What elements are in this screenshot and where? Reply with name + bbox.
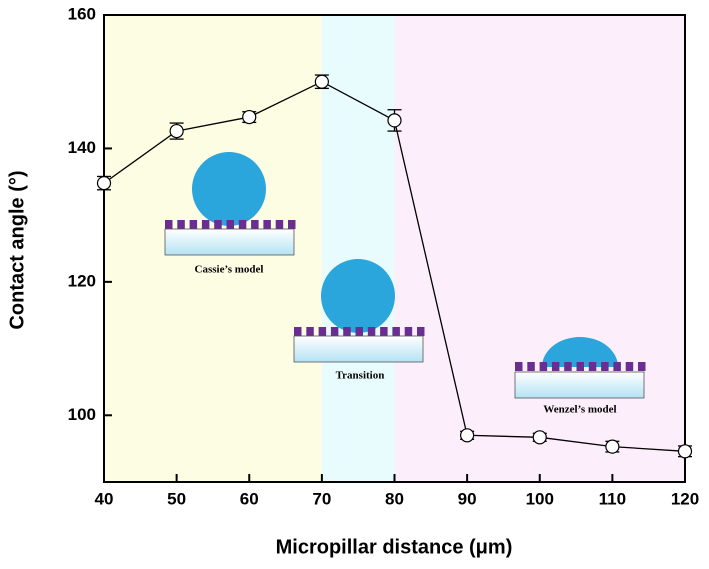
pillar <box>238 220 247 229</box>
pillar <box>380 327 388 336</box>
pillar <box>539 362 548 371</box>
pillar <box>189 220 198 229</box>
pillar <box>404 327 413 336</box>
pillar <box>392 327 400 336</box>
x-tick-label: 90 <box>458 489 477 508</box>
x-tick-label: 60 <box>240 489 259 508</box>
pillar <box>214 220 222 229</box>
pillar <box>251 220 259 229</box>
marker <box>387 113 402 128</box>
pillar <box>177 220 185 229</box>
pillar <box>288 220 296 229</box>
y-axis-title: Contact angle (°) <box>6 170 28 329</box>
marker <box>460 428 475 443</box>
region <box>321 15 395 482</box>
substrate <box>514 371 645 399</box>
x-tick-label: 110 <box>599 489 626 508</box>
droplet <box>542 337 618 367</box>
x-tick-label: 70 <box>312 489 331 508</box>
droplet <box>192 152 266 226</box>
x-tick-label: 120 <box>671 489 699 508</box>
marker <box>605 439 620 454</box>
y-tick-label: 140 <box>68 138 96 157</box>
marker <box>314 74 329 89</box>
pillar <box>601 362 609 371</box>
substrate <box>164 228 295 256</box>
pillar <box>588 362 597 371</box>
pillar <box>527 362 535 371</box>
pillar <box>576 362 584 371</box>
annotation: Wenzel’s model <box>543 404 616 416</box>
substrate <box>293 335 424 363</box>
pillar <box>417 327 425 336</box>
marker <box>677 444 693 459</box>
y-tick-label: 120 <box>68 271 96 290</box>
pillar <box>638 362 646 371</box>
y-tick-label: 100 <box>68 405 96 424</box>
pillar <box>330 327 339 336</box>
pillar <box>564 362 572 371</box>
marker <box>96 176 112 191</box>
pillar <box>294 327 302 336</box>
y-tick-label: 160 <box>68 4 96 23</box>
pillar <box>625 362 634 371</box>
pillar <box>355 327 363 336</box>
x-tick-label: 100 <box>526 489 554 508</box>
x-tick-label: 40 <box>95 489 114 508</box>
droplet <box>321 259 395 333</box>
pillar <box>226 220 234 229</box>
marker <box>169 123 184 139</box>
pillar <box>263 220 271 229</box>
pillar <box>201 220 210 229</box>
region <box>394 15 685 482</box>
pillar <box>367 327 376 336</box>
annotation: Cassie’s model <box>195 264 264 276</box>
x-tick-label: 50 <box>167 489 186 508</box>
pillar <box>613 362 621 371</box>
pillar <box>275 220 284 229</box>
x-tick-label: 80 <box>385 489 404 508</box>
pillar <box>343 327 351 336</box>
background <box>104 15 685 482</box>
pillar <box>318 327 327 336</box>
pillar <box>515 362 523 371</box>
annotation: Transition <box>336 370 385 382</box>
marker <box>242 109 257 125</box>
pillar <box>551 362 560 371</box>
pillar <box>165 220 173 229</box>
marker <box>532 430 547 445</box>
x-axis-title: Micropillar distance (μm) <box>276 536 513 558</box>
pillar <box>306 327 314 336</box>
